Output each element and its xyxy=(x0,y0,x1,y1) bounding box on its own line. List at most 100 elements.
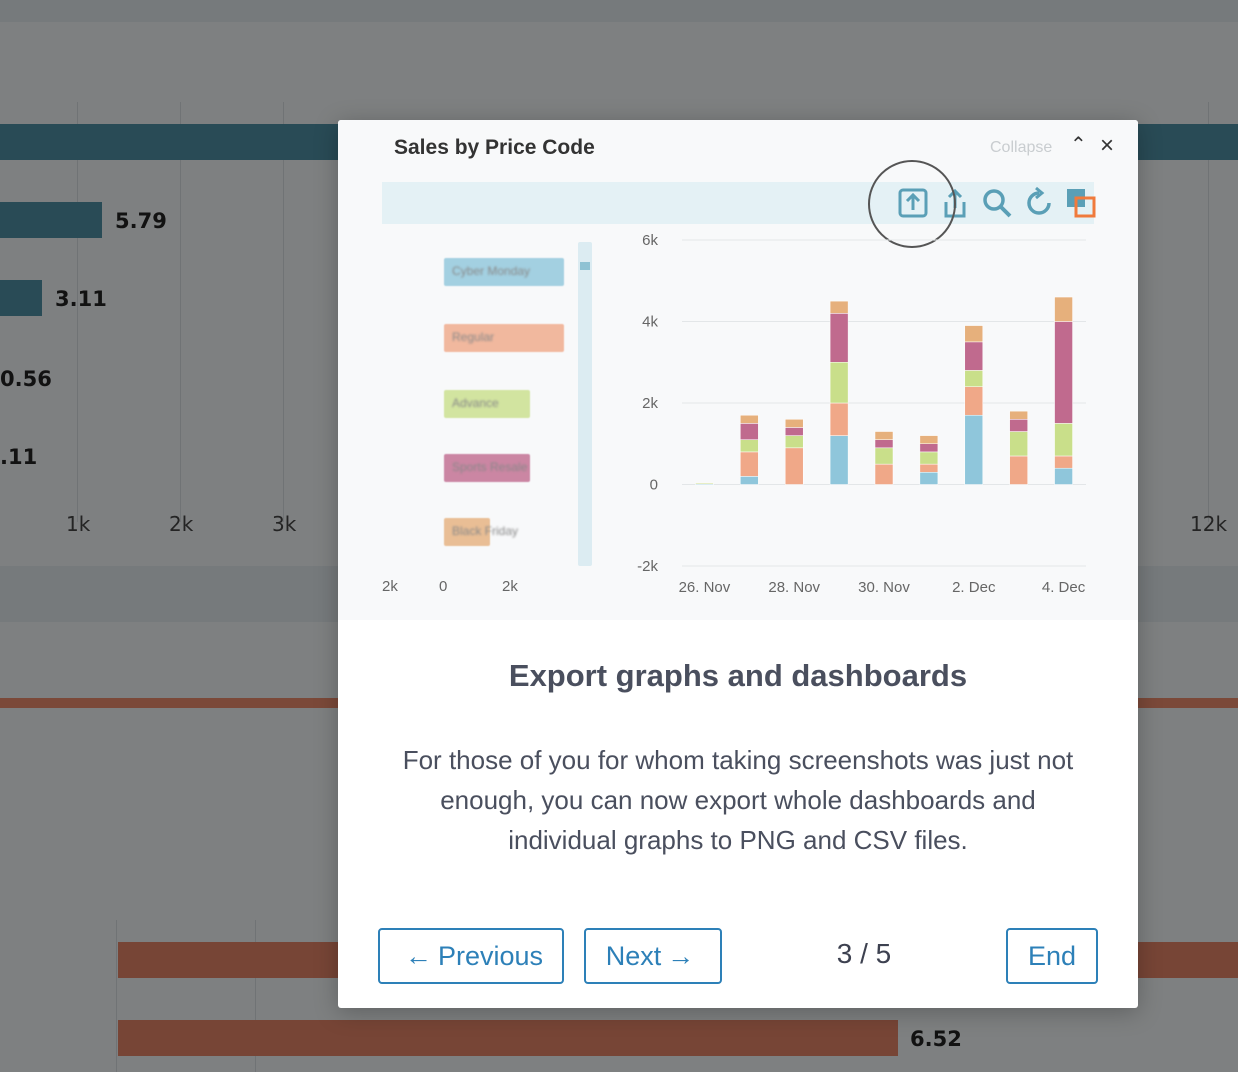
next-label: Next xyxy=(605,940,662,971)
axis-tick: 3k xyxy=(272,512,297,536)
axis-tick: 12k xyxy=(1190,512,1228,536)
y-tick-label: 6k xyxy=(642,232,658,249)
chart-bar-segment xyxy=(1009,455,1028,485)
whats-new-modal: Sales by Price Code Collapse ⌃ × Cyber M… xyxy=(338,120,1138,1008)
page-indicator: 3 / 5 xyxy=(836,938,892,969)
preview-chart-title: Sales by Price Code xyxy=(394,136,595,159)
chart-bar-segment xyxy=(874,447,894,465)
gridline xyxy=(116,920,117,1072)
x-tick-label: 30. Nov xyxy=(858,579,910,596)
axis-tick: 2k xyxy=(169,512,194,536)
chart-bar-segment xyxy=(740,439,759,453)
chart-bar-segment xyxy=(964,386,984,416)
chart-bar-segment xyxy=(874,463,894,485)
bar-value: 5.79 xyxy=(115,209,167,233)
arrow-left-icon: ← xyxy=(404,940,432,971)
legend-scrollbar xyxy=(578,242,592,566)
chart-bar-segment xyxy=(1054,455,1073,469)
chart-bar-segment xyxy=(829,362,849,404)
chevron-up-icon: ⌃ xyxy=(1070,134,1087,156)
gridline xyxy=(180,102,181,522)
bar-value: 3.11 xyxy=(55,287,107,311)
copy-icon xyxy=(1064,186,1098,220)
chart-bar-segment xyxy=(1009,410,1028,420)
left-axis-tick: 2k xyxy=(382,578,398,595)
legend-label: Regular xyxy=(452,330,495,344)
feature-description: For those of you for whom taking screens… xyxy=(402,745,1074,855)
legend-label: Black Friday xyxy=(452,524,519,538)
gridline xyxy=(283,102,284,522)
preview-toolbar xyxy=(382,182,1094,224)
legend-swatch xyxy=(444,390,530,418)
highlight-ring xyxy=(868,160,956,248)
bar-value: .11 xyxy=(0,445,38,469)
bar xyxy=(0,202,102,238)
chart-bar-segment xyxy=(919,451,939,465)
chart-bar-segment xyxy=(784,427,804,436)
chart-bar-segment xyxy=(829,402,849,436)
legend-swatch xyxy=(444,324,564,352)
bar xyxy=(118,1020,898,1056)
chart-bar-segment xyxy=(784,435,804,449)
chart-bar-segment xyxy=(740,423,759,440)
gridline xyxy=(77,102,78,522)
chart-bar-segment xyxy=(874,439,894,449)
chart-bar-segment xyxy=(784,447,804,485)
x-tick-label: 28. Nov xyxy=(768,579,820,596)
legend-label: Cyber Monday xyxy=(452,264,531,278)
chart-bar-segment xyxy=(829,300,849,314)
gridline xyxy=(255,920,256,1072)
refresh-icon xyxy=(1022,186,1056,220)
chart-bar-segment xyxy=(919,443,939,453)
legend-label: Sports Resale xyxy=(452,460,528,474)
feature-title: Export graphs and dashboards xyxy=(508,658,968,693)
chart-bar-segment xyxy=(964,370,984,387)
chart-bar-segment xyxy=(740,476,759,485)
chart-bar-segment xyxy=(1054,423,1073,457)
chart-bar-segment xyxy=(1054,296,1073,322)
chart-bar-segment xyxy=(829,435,849,485)
chart-bar-segment xyxy=(919,463,939,473)
bar-value: 6.52 xyxy=(910,1027,962,1051)
preview-collapse-label: Collapse xyxy=(990,139,1053,156)
axis-tick: 1k xyxy=(66,512,91,536)
feature-preview-image: Sales by Price Code Collapse ⌃ × Cyber M… xyxy=(338,120,1138,620)
chart-bar-segment xyxy=(1054,321,1073,424)
stacked-bar-chart: 6k 4k 2k 0 -2k 26. Nov 28. Nov 30. Nov 2. Dec 4. … xyxy=(637,232,1086,596)
x-tick-label: 2. Dec xyxy=(952,579,996,596)
chart-bar-segment xyxy=(964,341,984,371)
end-button[interactable]: End xyxy=(1006,928,1098,984)
y-tick-label: 4k xyxy=(642,314,658,331)
top-strip xyxy=(0,0,1238,22)
chart-bar-segment xyxy=(874,431,894,440)
bar-value: 0.56 xyxy=(0,367,52,391)
chart-bar-segment xyxy=(1009,431,1028,457)
legend-label: Advance xyxy=(452,396,499,410)
left-axis-tick: 0 xyxy=(439,578,448,595)
left-axis-tick: 2k xyxy=(502,578,518,595)
arrow-right-icon: → xyxy=(667,940,695,971)
previous-button[interactable]: ← Previous xyxy=(378,928,564,984)
x-tick-label: 4. Dec xyxy=(1042,579,1086,596)
chart-bar-segment xyxy=(1009,419,1028,432)
chart-bar-segment xyxy=(964,414,984,485)
x-tick-label: 26. Nov xyxy=(679,579,731,596)
close-icon: × xyxy=(1100,132,1115,159)
chart-bar-segment xyxy=(919,435,939,445)
legend-swatch xyxy=(444,258,564,286)
chart-bar-segment xyxy=(740,451,759,477)
y-tick-label: 0 xyxy=(650,477,658,494)
chart-bar-segment xyxy=(784,419,804,428)
legend-swatch xyxy=(444,454,530,482)
chart-bar-segment xyxy=(695,482,714,485)
chart-bar-segment xyxy=(919,472,939,485)
search-icon xyxy=(980,186,1014,220)
legend-swatch xyxy=(444,518,490,546)
chart-bar-segment xyxy=(1054,467,1073,485)
previous-label: Previous xyxy=(437,940,544,971)
bar xyxy=(0,280,42,316)
chart-bar-segment xyxy=(829,313,849,363)
y-tick-label: 2k xyxy=(642,395,658,412)
next-button[interactable]: Next → xyxy=(584,928,722,984)
chart-bar-segment xyxy=(740,414,759,424)
